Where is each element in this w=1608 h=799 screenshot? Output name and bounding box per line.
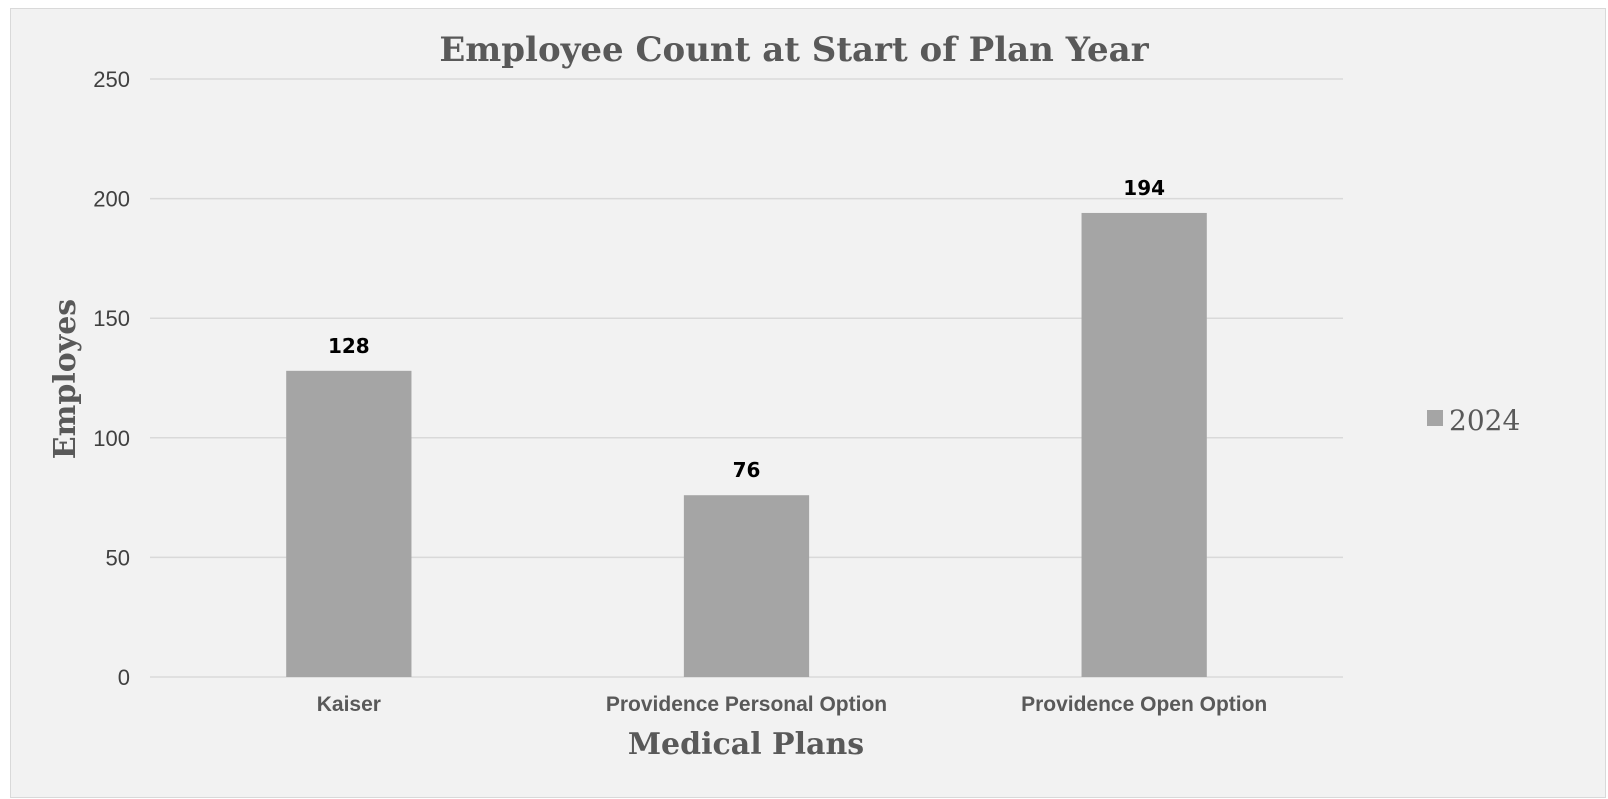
legend: 2024 [1427, 404, 1520, 437]
y-axis-title: Employes [48, 299, 83, 459]
y-tick-label: 50 [106, 545, 130, 570]
x-category-label: Providence Open Option [1021, 693, 1267, 716]
y-tick-label: 0 [118, 665, 130, 690]
bar [1081, 212, 1207, 677]
chart-title: Employee Count at Start of Plan Year [439, 30, 1149, 70]
data-label: 194 [1123, 176, 1165, 200]
chart-area: Employee Count at Start of Plan Year 0 50… [10, 8, 1606, 798]
legend-label: 2024 [1449, 404, 1520, 437]
legend-swatch [1427, 410, 1443, 426]
y-tick-label: 100 [93, 426, 130, 451]
bar-chart: Employee Count at Start of Plan Year 0 50… [48, 30, 1520, 762]
y-tick-label: 200 [93, 187, 130, 212]
x-axis-categories: Kaiser Providence Personal Option Providen… [317, 693, 1268, 716]
bar [286, 370, 412, 677]
data-label: 128 [328, 334, 370, 358]
x-category-label: Providence Personal Option [606, 693, 887, 716]
data-label: 76 [733, 458, 761, 482]
data-labels: 128 76 194 [328, 176, 1165, 482]
bars [286, 212, 1207, 677]
x-axis-title: Medical Plans [628, 727, 864, 762]
y-tick-label: 150 [93, 306, 130, 331]
bar [683, 495, 810, 677]
y-axis-ticks: 0 50 100 150 200 250 [93, 67, 130, 690]
y-tick-label: 250 [93, 67, 130, 92]
x-category-label: Kaiser [317, 693, 381, 716]
